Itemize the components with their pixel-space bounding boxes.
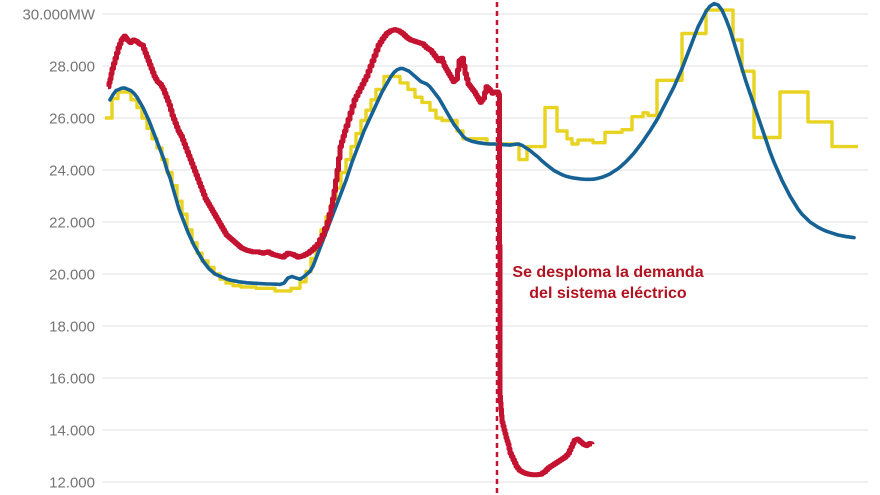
- y-tick-label: 30.000MW: [22, 7, 95, 24]
- y-tick-label: 28.000: [49, 59, 95, 76]
- y-tick-label: 20.000: [49, 267, 95, 284]
- y-tick-label: 14.000: [49, 423, 95, 440]
- y-tick-label: 18.000: [49, 319, 95, 336]
- yellow-series-line: [105, 8, 858, 293]
- y-tick-label: 12.000: [49, 475, 95, 492]
- y-gridlines: [102, 13, 868, 483]
- annotation-line-2: del sistema eléctrico: [529, 285, 687, 302]
- y-tick-label: 16.000: [49, 371, 95, 388]
- y-tick-label: 26.000: [49, 111, 95, 128]
- y-axis-labels: 30.000MW 28.000 26.000 24.000 22.000 20.000 18…: [22, 7, 95, 492]
- y-tick-label: 24.000: [49, 163, 95, 180]
- blue-series-line: [108, 1, 856, 287]
- annotation-text: Se desploma la demanda del sistema eléct…: [512, 264, 703, 302]
- y-tick-label: 22.000: [49, 215, 95, 232]
- annotation-line-1: Se desploma la demanda: [512, 264, 703, 281]
- red-series-line: [106, 27, 595, 478]
